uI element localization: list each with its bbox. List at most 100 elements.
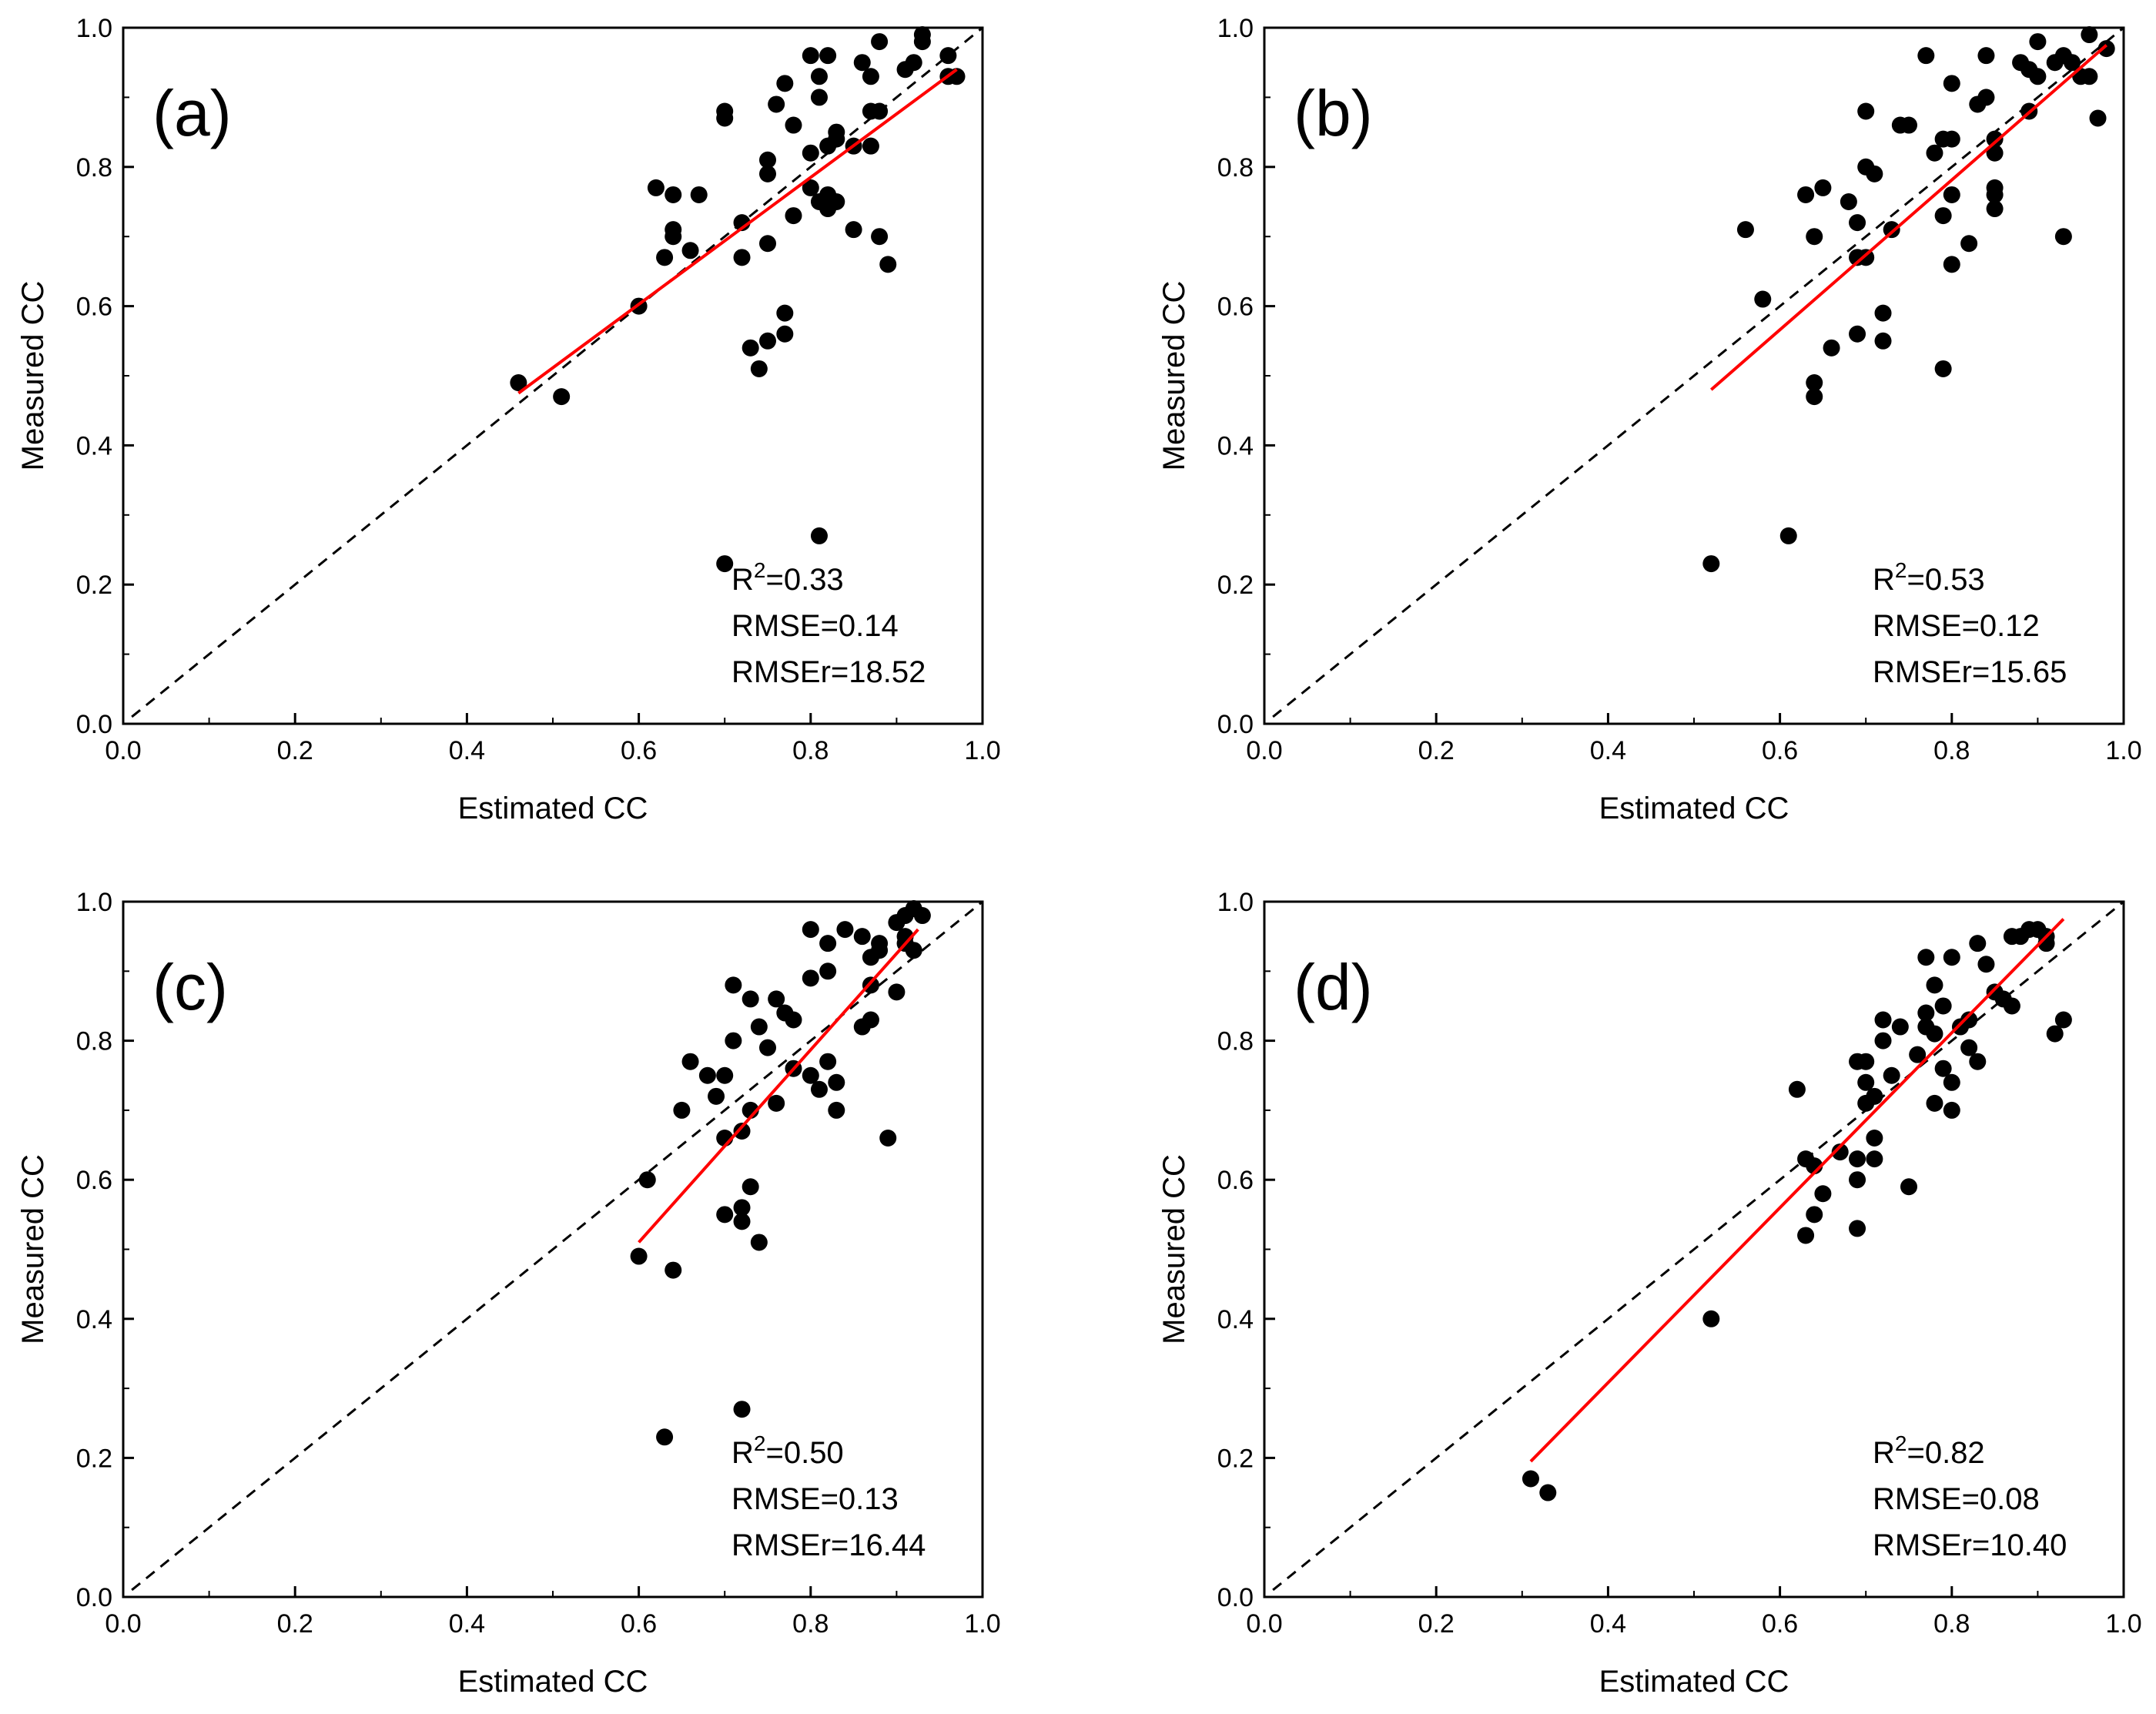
data-point xyxy=(802,921,819,939)
data-point xyxy=(2097,40,2115,58)
data-point xyxy=(1849,325,1866,343)
data-point xyxy=(1866,1150,1883,1168)
data-point xyxy=(1702,555,1720,573)
data-point xyxy=(1917,949,1935,966)
data-point xyxy=(1814,179,1832,196)
rmser-stat: RMSEr=16.44 xyxy=(732,1528,926,1562)
data-point xyxy=(759,235,776,253)
data-point xyxy=(2029,68,2047,85)
r2-stat: R2=0.53 xyxy=(1873,558,1985,597)
y-tick-label: 1.0 xyxy=(1217,888,1254,917)
data-point xyxy=(1849,1171,1866,1189)
y-tick-label: 0.4 xyxy=(1217,431,1254,460)
data-point xyxy=(871,228,889,246)
data-point xyxy=(939,47,957,65)
x-tick-label: 0.4 xyxy=(449,1609,485,1639)
data-point xyxy=(768,990,785,1008)
rmser-stat: RMSEr=10.40 xyxy=(1873,1528,2067,1562)
fit-line xyxy=(638,928,919,1244)
data-point xyxy=(759,1039,776,1056)
data-point xyxy=(2064,54,2081,72)
data-point xyxy=(1874,1032,1892,1049)
data-point xyxy=(785,116,802,134)
data-point xyxy=(879,256,897,273)
data-point xyxy=(1917,1004,1935,1022)
x-tick-label: 0.8 xyxy=(1933,1609,1970,1639)
x-tick-label: 0.8 xyxy=(792,1609,829,1639)
y-tick-label: 0.6 xyxy=(76,293,112,322)
data-point xyxy=(776,325,794,343)
data-point xyxy=(1874,332,1892,350)
data-point xyxy=(810,68,828,85)
data-point xyxy=(1806,374,1823,392)
data-point xyxy=(1823,339,1840,357)
data-point xyxy=(2081,68,2098,85)
data-point xyxy=(879,1130,897,1147)
data-point xyxy=(1943,949,1960,966)
data-point xyxy=(785,1011,802,1029)
one-to-one-line xyxy=(1272,900,2124,1592)
data-point xyxy=(862,137,879,155)
y-tick-label: 0.0 xyxy=(1217,1583,1254,1612)
y-tick-label: 0.4 xyxy=(76,1305,112,1334)
r2-value: =0.53 xyxy=(1907,563,1984,597)
x-tick-label: 1.0 xyxy=(2105,1609,2141,1639)
data-point xyxy=(1926,144,1943,162)
y-tick-label: 0.8 xyxy=(76,153,112,182)
data-point xyxy=(810,527,828,544)
y-tick-label: 0.0 xyxy=(76,710,112,739)
data-point xyxy=(1960,1039,1978,1056)
data-point xyxy=(1866,1087,1883,1105)
data-point xyxy=(759,332,776,350)
data-point xyxy=(768,95,785,113)
data-point xyxy=(2054,228,2072,246)
data-point xyxy=(1736,221,1754,239)
data-point xyxy=(1866,165,1883,182)
y-axis-title: Measured CC xyxy=(1157,281,1191,471)
data-point xyxy=(1926,976,1943,994)
data-point xyxy=(2029,33,2047,51)
data-point xyxy=(1960,1011,1978,1029)
panel-label: (d) xyxy=(1294,951,1373,1023)
x-tick-label: 0.2 xyxy=(1418,1609,1455,1639)
y-axis-title: Measured CC xyxy=(1157,1154,1191,1344)
data-point xyxy=(665,186,682,203)
data-point xyxy=(1986,130,2004,148)
data-point xyxy=(510,374,527,392)
data-point xyxy=(708,1087,725,1105)
y-tick-label: 0.8 xyxy=(76,1027,112,1056)
data-point xyxy=(742,339,759,357)
x-tick-label: 0.8 xyxy=(792,736,829,765)
x-tick-label: 1.0 xyxy=(964,736,1000,765)
y-tick-label: 0.4 xyxy=(1217,1305,1254,1334)
y-axis-title: Measured CC xyxy=(16,281,50,471)
data-point xyxy=(1969,1053,1987,1070)
data-point xyxy=(776,75,794,92)
data-point xyxy=(1702,1310,1720,1327)
data-point xyxy=(656,1428,674,1446)
data-point xyxy=(690,186,708,203)
data-point xyxy=(913,26,931,44)
x-axis-title: Estimated CC xyxy=(458,1665,648,1699)
y-tick-label: 0.6 xyxy=(1217,293,1254,322)
data-point xyxy=(845,221,862,239)
data-point xyxy=(1806,388,1823,406)
data-point xyxy=(733,1213,751,1230)
data-point xyxy=(819,47,837,65)
x-tick-label: 0.0 xyxy=(1246,736,1282,765)
r2-value: =0.33 xyxy=(765,563,843,597)
data-point xyxy=(1943,256,1960,273)
x-tick-label: 0.0 xyxy=(105,1609,141,1639)
scatter-panel-b: 0.0 0.2 0.4 0.6 0.8 1.0 0.0 0.2 0.4 0.6 0.8 1.0 Esti… xyxy=(1157,14,2142,825)
y-tick-label: 0.0 xyxy=(76,1583,112,1612)
x-tick-label: 0.4 xyxy=(1590,1609,1626,1639)
scatter-panel-a: 0.0 0.2 0.4 0.6 0.8 1.0 0.0 0.2 0.4 0.6 0.8 1.0 Esti… xyxy=(16,14,1001,825)
x-tick-label: 0.4 xyxy=(1590,736,1626,765)
data-point xyxy=(698,1066,716,1084)
data-point xyxy=(862,68,879,85)
r2-symbol: R xyxy=(732,563,754,597)
data-point xyxy=(888,983,906,1001)
rmser-stat: RMSEr=15.65 xyxy=(1873,655,2067,689)
data-point xyxy=(1883,1066,1900,1084)
data-point xyxy=(1806,1206,1823,1224)
